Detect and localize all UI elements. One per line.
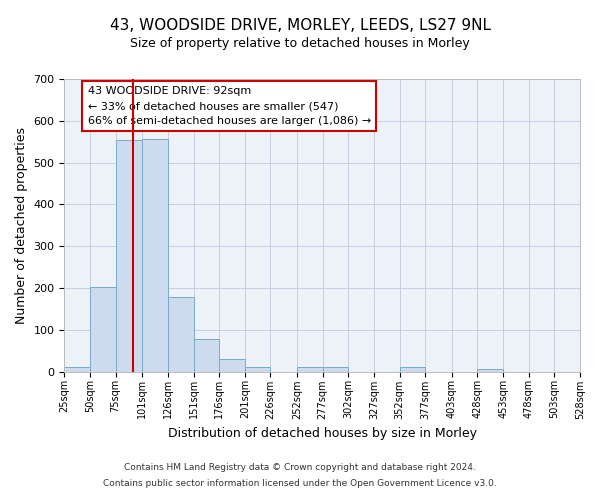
- Text: Size of property relative to detached houses in Morley: Size of property relative to detached ho…: [130, 38, 470, 51]
- Bar: [90, 286, 116, 372]
- Text: 43 WOODSIDE DRIVE: 92sqm
← 33% of detached houses are smaller (547)
66% of semi-: 43 WOODSIDE DRIVE: 92sqm ← 33% of detach…: [88, 86, 371, 126]
- Bar: [64, 366, 90, 372]
- Text: Contains public sector information licensed under the Open Government Licence v3: Contains public sector information licen…: [103, 478, 497, 488]
- Bar: [323, 368, 349, 372]
- Bar: [142, 139, 168, 372]
- Bar: [245, 368, 271, 372]
- Bar: [219, 359, 245, 372]
- Text: Contains HM Land Registry data © Crown copyright and database right 2024.: Contains HM Land Registry data © Crown c…: [124, 464, 476, 472]
- Y-axis label: Number of detached properties: Number of detached properties: [15, 127, 28, 324]
- Bar: [194, 339, 219, 372]
- Bar: [400, 368, 425, 372]
- Bar: [297, 368, 323, 372]
- Text: 43, WOODSIDE DRIVE, MORLEY, LEEDS, LS27 9NL: 43, WOODSIDE DRIVE, MORLEY, LEEDS, LS27 …: [110, 18, 491, 32]
- Bar: [168, 297, 194, 372]
- X-axis label: Distribution of detached houses by size in Morley: Distribution of detached houses by size …: [168, 427, 477, 440]
- Bar: [478, 370, 503, 372]
- Bar: [116, 140, 142, 372]
